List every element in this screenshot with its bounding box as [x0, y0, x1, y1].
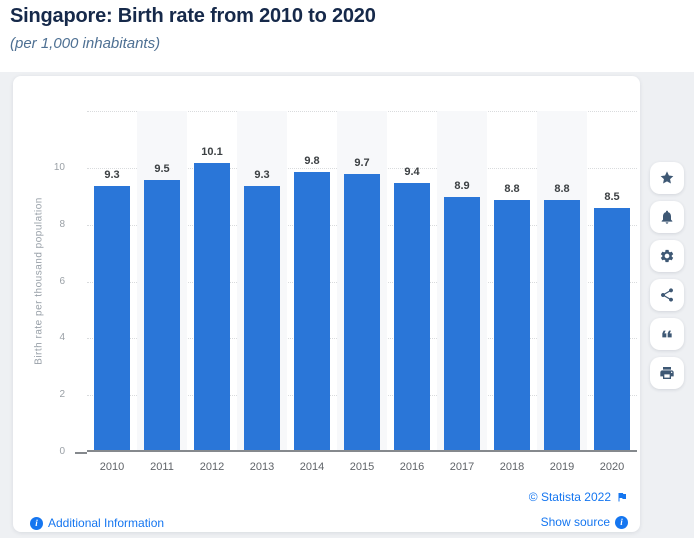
- x-axis-line: [75, 452, 87, 454]
- bar-value-label: 9.8: [304, 155, 320, 167]
- bar-2015[interactable]: [344, 174, 380, 450]
- show-source-link[interactable]: Show source i: [541, 515, 628, 529]
- additional-info-label: Additional Information: [48, 516, 165, 530]
- statista-copyright-link[interactable]: © Statista 2022: [529, 490, 628, 504]
- bell-button[interactable]: [650, 201, 684, 233]
- bar-2020[interactable]: [594, 208, 630, 450]
- plot-column-2010: 9.3: [87, 111, 137, 450]
- plot-area: 9.3 9.5 10.1 9.3 9.8 9.7 9.4 8.9 8.8 8.8 8.5: [87, 111, 637, 452]
- bar-2013[interactable]: [244, 186, 280, 450]
- quote-icon: [662, 330, 672, 338]
- bar-value-label: 9.3: [104, 169, 120, 181]
- flag-icon: [618, 493, 626, 502]
- copyright-label: © Statista 2022: [528, 490, 611, 504]
- bar-2011[interactable]: [144, 180, 180, 450]
- info-icon: i: [30, 516, 43, 530]
- plot-column-2011: 9.5: [137, 111, 187, 450]
- action-toolbar: [650, 162, 684, 389]
- bell-icon: [661, 210, 673, 224]
- bar-value-label: 8.8: [504, 183, 520, 195]
- bar-value-label: 9.5: [154, 163, 170, 175]
- x-tick-label-2018: 2018: [499, 461, 525, 473]
- show-source-line: Show source i: [541, 513, 628, 531]
- plot-column-2019: 8.8: [537, 111, 587, 450]
- bar-value-label: 9.7: [354, 157, 370, 169]
- bar-2014[interactable]: [294, 172, 330, 450]
- x-tick-label-2016: 2016: [399, 461, 425, 473]
- plot-column-2014: 9.8: [287, 111, 337, 450]
- x-tick-label-2012: 2012: [199, 461, 225, 473]
- bar-value-label: 10.1: [201, 146, 223, 158]
- y-tick-label-0: 0: [59, 446, 65, 457]
- star-icon: [660, 171, 674, 184]
- bar-value-label: 8.5: [604, 191, 620, 203]
- bar-2019[interactable]: [544, 200, 580, 450]
- plot-column-2017: 8.9: [437, 111, 487, 450]
- x-axis-labels: 2010 2011 2012 2013 2014 2015 2016 2017 2018 2019…: [87, 461, 637, 473]
- star-button[interactable]: [650, 162, 684, 194]
- additional-info-link[interactable]: i Additional Information: [30, 516, 164, 530]
- share-icon: [661, 288, 673, 302]
- bar-value-label: 9.4: [404, 166, 420, 178]
- x-tick-label-2015: 2015: [349, 461, 375, 473]
- bar-2016[interactable]: [394, 183, 430, 450]
- plot-column-2012: 10.1: [187, 111, 237, 450]
- page-subtitle: (per 1,000 inhabitants): [10, 35, 161, 52]
- y-tick-label-2: 2: [59, 389, 65, 401]
- plot-column-2015: 9.7: [337, 111, 387, 450]
- share-button[interactable]: [650, 279, 684, 311]
- plot-column-2020: 8.5: [587, 111, 637, 450]
- plot-column-2018: 8.8: [487, 111, 537, 450]
- y-tick-label-6: 6: [59, 275, 65, 287]
- show-source-label: Show source: [540, 515, 610, 529]
- quote-button[interactable]: [650, 318, 684, 350]
- page-title: Singapore: Birth rate from 2010 to 2020: [10, 5, 376, 27]
- x-tick-label-2020: 2020: [599, 461, 625, 473]
- gear-icon: [660, 249, 674, 263]
- plot-column-2016: 9.4: [387, 111, 437, 450]
- x-tick-label-2014: 2014: [299, 461, 325, 473]
- x-tick-label-2019: 2019: [549, 461, 575, 473]
- bar-value-label: 8.8: [554, 183, 570, 195]
- x-tick-label-2011: 2011: [150, 461, 174, 473]
- y-tick-label-4: 4: [59, 332, 65, 344]
- print-button[interactable]: [650, 357, 684, 389]
- gear-button[interactable]: [650, 240, 684, 272]
- chart-header: Singapore: Birth rate from 2010 to 2020 …: [0, 0, 694, 72]
- bar-value-label: 9.3: [254, 169, 270, 181]
- bar-2012[interactable]: [194, 163, 230, 450]
- bar-2018[interactable]: [494, 200, 530, 450]
- info-icon: i: [615, 515, 628, 529]
- plot-column-2013: 9.3: [237, 111, 287, 450]
- y-tick-label-10: 10: [53, 161, 65, 173]
- y-tick-label-8: 8: [59, 218, 65, 230]
- x-tick-label-2017: 2017: [449, 461, 475, 473]
- y-axis-ticks: 0 2 4 6 8 10: [13, 76, 65, 532]
- copyright-line: © Statista 2022: [529, 488, 628, 506]
- x-tick-label-2013: 2013: [249, 461, 275, 473]
- bar-2017[interactable]: [444, 197, 480, 450]
- bar-2010[interactable]: [94, 186, 130, 450]
- additional-info-line: i Additional Information: [30, 513, 164, 531]
- bar-value-label: 8.9: [454, 180, 470, 192]
- print-icon: [660, 367, 674, 379]
- x-tick-label-2010: 2010: [99, 461, 125, 473]
